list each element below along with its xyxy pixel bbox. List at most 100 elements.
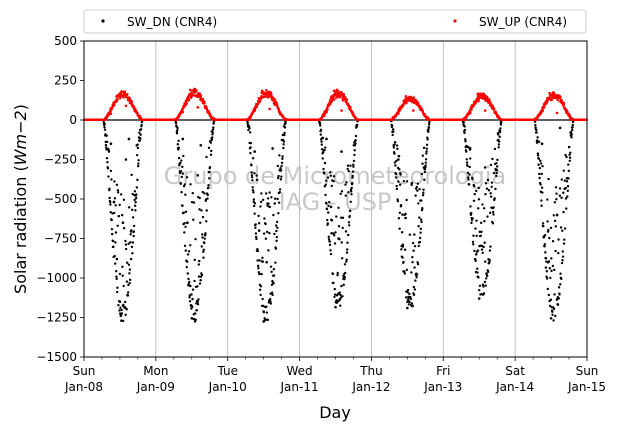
sw-dn-point	[413, 266, 416, 269]
sw-dn-point	[474, 227, 477, 230]
sw-dn-point	[478, 288, 481, 292]
sw-dn-point	[476, 267, 479, 270]
sw-dn-point	[255, 178, 259, 182]
sw-dn-point	[262, 311, 266, 314]
sw-dn-point	[337, 237, 340, 240]
sw-dn-point	[491, 222, 495, 225]
sw-dn-point	[265, 260, 268, 264]
sw-dn-point	[280, 161, 284, 165]
sw-dn-point	[334, 305, 337, 309]
sw-dn-point	[344, 230, 348, 233]
sw-dn-point	[411, 304, 415, 308]
sw-dn-point	[341, 257, 344, 260]
y-tick-label: 250	[54, 74, 77, 88]
sw-dn-point	[181, 137, 185, 141]
sw-dn-point	[345, 251, 349, 254]
sw-dn-point	[466, 171, 470, 174]
sw-dn-point	[119, 306, 122, 310]
sw-up-point	[492, 107, 496, 111]
sw-dn-point	[110, 178, 113, 181]
sw-dn-point	[560, 196, 563, 200]
sw-dn-point	[565, 155, 568, 159]
sw-dn-point	[136, 143, 139, 146]
sw-dn-point	[117, 214, 121, 218]
sw-dn-point	[115, 277, 118, 281]
sw-dn-point	[208, 170, 211, 174]
sw-dn-point	[258, 259, 261, 262]
sw-dn-point	[422, 191, 425, 194]
sw-dn-point	[348, 224, 351, 227]
sw-dn-point	[249, 141, 253, 145]
sw-dn-point	[251, 189, 255, 192]
sw-dn-point	[567, 163, 570, 166]
sw-dn-point	[422, 146, 426, 150]
sw-dn-point	[249, 152, 252, 155]
sw-dn-point	[197, 263, 200, 266]
sw-dn-point	[321, 136, 325, 139]
sw-dn-point	[283, 126, 287, 129]
sw-up-point	[128, 96, 131, 100]
sw-dn-point	[465, 150, 468, 153]
sw-dn-point	[568, 145, 571, 149]
sw-dn-point	[337, 206, 340, 210]
sw-dn-point	[113, 262, 117, 265]
sw-dn-point	[135, 153, 139, 157]
sw-dn-point	[251, 179, 254, 182]
sw-dn-point	[331, 272, 335, 276]
sw-dn-point	[262, 320, 265, 323]
sw-up-point	[559, 96, 562, 99]
sw-dn-point	[567, 177, 570, 180]
sw-dn-point	[197, 275, 201, 278]
sw-dn-point	[492, 206, 495, 209]
sw-dn-point	[103, 125, 106, 129]
sw-dn-point	[539, 159, 542, 162]
sw-dn-point	[322, 150, 325, 154]
y-tick-label: −750	[44, 232, 77, 246]
sw-dn-point	[323, 172, 326, 175]
sw-dn-point	[350, 192, 353, 196]
sw-dn-point	[121, 274, 124, 277]
sw-up-point	[412, 96, 416, 99]
sw-dn-point	[190, 200, 194, 204]
sw-dn-point	[553, 268, 556, 272]
sw-dn-point	[565, 180, 569, 183]
sw-up-point	[199, 94, 203, 97]
sw-up-point	[412, 109, 415, 112]
sw-up-point	[323, 114, 326, 118]
sw-dn-point	[125, 261, 129, 264]
sw-dn-point	[329, 249, 332, 252]
sw-dn-point	[250, 175, 254, 179]
sw-dn-point	[351, 174, 354, 178]
sw-dn-point	[183, 244, 187, 247]
sw-dn-point	[268, 191, 271, 194]
sw-dn-point	[571, 125, 574, 129]
sw-dn-point	[423, 178, 426, 181]
sw-dn-point	[271, 147, 274, 150]
legend-label-sw-up: SW_UP (CNR4)	[479, 15, 567, 29]
sw-dn-point	[198, 196, 201, 200]
sw-dn-point	[269, 300, 272, 303]
sw-dn-point	[320, 148, 324, 151]
sw-dn-point	[497, 143, 501, 146]
sw-dn-point	[256, 247, 259, 251]
sw-up-point	[268, 107, 271, 111]
sw-dn-point	[474, 259, 477, 263]
sw-dn-point	[109, 142, 113, 145]
sw-up-point	[267, 95, 271, 98]
sw-dn-point	[253, 172, 256, 175]
x-tick-weekday: Tue	[216, 364, 238, 378]
sw-dn-point	[537, 157, 541, 160]
sw-dn-point	[482, 285, 485, 288]
sw-up-point	[409, 95, 413, 99]
sw-dn-point	[116, 286, 119, 289]
sw-dn-point	[425, 143, 429, 146]
sw-dn-point	[109, 169, 113, 173]
x-tick-weekday: Sun	[576, 364, 599, 378]
sw-dn-point	[547, 228, 550, 232]
sw-dn-point	[323, 148, 326, 152]
sw-dn-point	[395, 159, 398, 163]
sw-dn-point	[131, 241, 135, 244]
sw-dn-point	[279, 169, 283, 172]
sw-dn-point	[185, 176, 189, 179]
sw-dn-point	[342, 283, 345, 287]
